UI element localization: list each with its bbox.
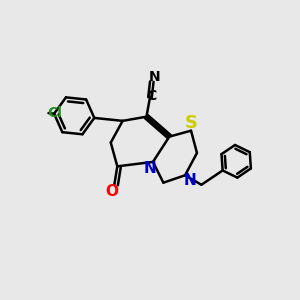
Text: N: N <box>144 161 156 176</box>
Text: Cl: Cl <box>47 106 62 119</box>
Text: N: N <box>184 172 197 188</box>
Text: O: O <box>106 184 118 199</box>
Text: N: N <box>148 70 160 85</box>
Text: C: C <box>147 88 157 103</box>
Text: S: S <box>184 114 197 132</box>
